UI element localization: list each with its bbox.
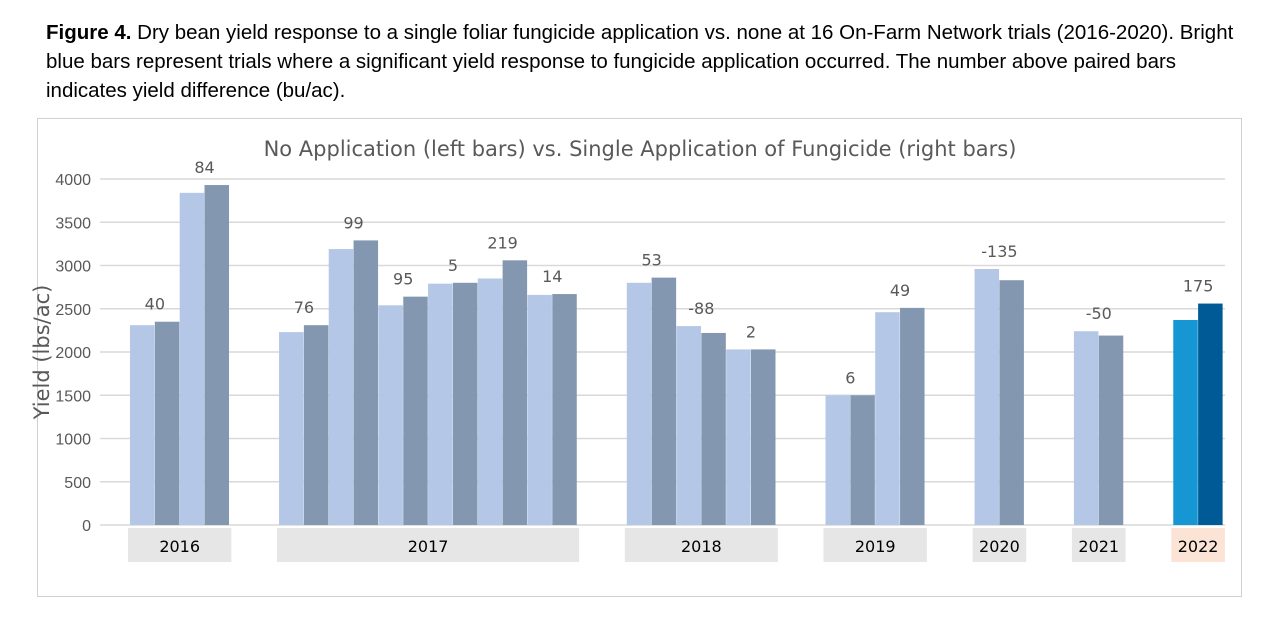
yield-difference-label: 14	[542, 267, 562, 286]
year-label: 2018	[681, 537, 722, 556]
chart-title: No Application (left bars) vs. Single Ap…	[264, 137, 1017, 161]
bar-no-application	[477, 278, 503, 525]
y-tick-label: 3500	[55, 215, 91, 232]
yield-difference-label: 95	[393, 270, 413, 289]
year-box	[823, 528, 927, 562]
bar-fungicide-application	[552, 294, 577, 525]
bar-no-application	[428, 283, 453, 525]
year-label: 2021	[1078, 537, 1119, 556]
yield-difference-label: -88	[688, 299, 714, 318]
year-label: 2019	[855, 537, 896, 556]
y-axis-label: Yield (lbs/ac)	[30, 285, 54, 421]
bar-no-application	[328, 249, 354, 525]
bar-no-application	[825, 395, 851, 525]
bar-fungicide-application	[353, 240, 379, 526]
yield-difference-label: 5	[448, 256, 458, 275]
yield-difference-label: 53	[641, 251, 661, 270]
bar-no-application	[130, 325, 155, 525]
bar-fungicide-application	[850, 395, 875, 525]
y-tick-label: 1500	[55, 388, 91, 405]
y-tick-label: 3000	[55, 259, 91, 276]
yield-difference-label: 40	[145, 295, 165, 314]
year-label: 2022	[1178, 537, 1219, 556]
y-tick-label: 1000	[55, 432, 91, 449]
bar-no-application	[179, 192, 205, 525]
bar-fungicide-application	[154, 321, 180, 525]
bar-no-application	[279, 332, 304, 525]
bar-no-application	[676, 326, 701, 525]
bar-fungicide-application	[303, 325, 329, 525]
chart-frame	[37, 118, 1242, 597]
yield-difference-label: 175	[1183, 277, 1214, 296]
yield-difference-label: -135	[981, 242, 1017, 261]
bar-fungicide-application	[900, 307, 925, 525]
year-label: 2017	[408, 537, 449, 556]
bar-no-application	[875, 312, 900, 525]
bar-fungicide-application	[751, 349, 776, 525]
bar-no-application	[974, 268, 1000, 525]
year-box	[1071, 528, 1126, 562]
bar-no-application	[1073, 331, 1099, 525]
y-tick-label: 2000	[55, 345, 91, 362]
bar-no-application	[1173, 319, 1198, 525]
bar-fungicide-application	[999, 280, 1024, 525]
year-box	[128, 528, 232, 562]
yield-difference-label: 49	[890, 281, 910, 300]
y-tick-label: 2500	[55, 302, 91, 319]
year-label: 2020	[979, 537, 1020, 556]
figure-label: Figure 4.	[46, 21, 132, 44]
bar-fungicide-application	[452, 282, 478, 525]
year-box	[624, 528, 778, 562]
y-tick-label: 500	[64, 475, 91, 492]
yield-difference-label: 219	[487, 233, 518, 252]
bar-fungicide-application	[204, 185, 230, 525]
yield-difference-label: 84	[194, 158, 214, 177]
bar-fungicide-application	[1098, 335, 1124, 525]
bar-fungicide-application	[1198, 303, 1223, 525]
figure-caption: Figure 4. Dry bean yield response to a s…	[46, 18, 1246, 105]
bar-fungicide-application	[502, 260, 528, 525]
bar-fungicide-application	[651, 277, 677, 525]
yield-difference-label: -50	[1086, 304, 1112, 323]
yield-difference-label: 76	[294, 298, 314, 317]
bar-no-application	[378, 305, 403, 525]
yield-difference-label: 6	[845, 368, 855, 387]
bar-fungicide-application	[701, 332, 726, 525]
year-box	[972, 528, 1027, 562]
bar-fungicide-application	[403, 296, 428, 525]
y-tick-label: 4000	[55, 172, 91, 189]
yield-difference-label: 2	[746, 322, 756, 341]
year-label: 2016	[159, 537, 200, 556]
y-tick-label: 0	[82, 518, 91, 535]
year-box	[1171, 528, 1225, 562]
bar-no-application	[626, 282, 652, 525]
bar-no-application	[527, 294, 552, 525]
yield-difference-label: 99	[343, 213, 363, 232]
year-box	[277, 528, 580, 562]
caption-text: Dry bean yield response to a single foli…	[46, 21, 1234, 102]
bar-no-application	[726, 349, 751, 525]
